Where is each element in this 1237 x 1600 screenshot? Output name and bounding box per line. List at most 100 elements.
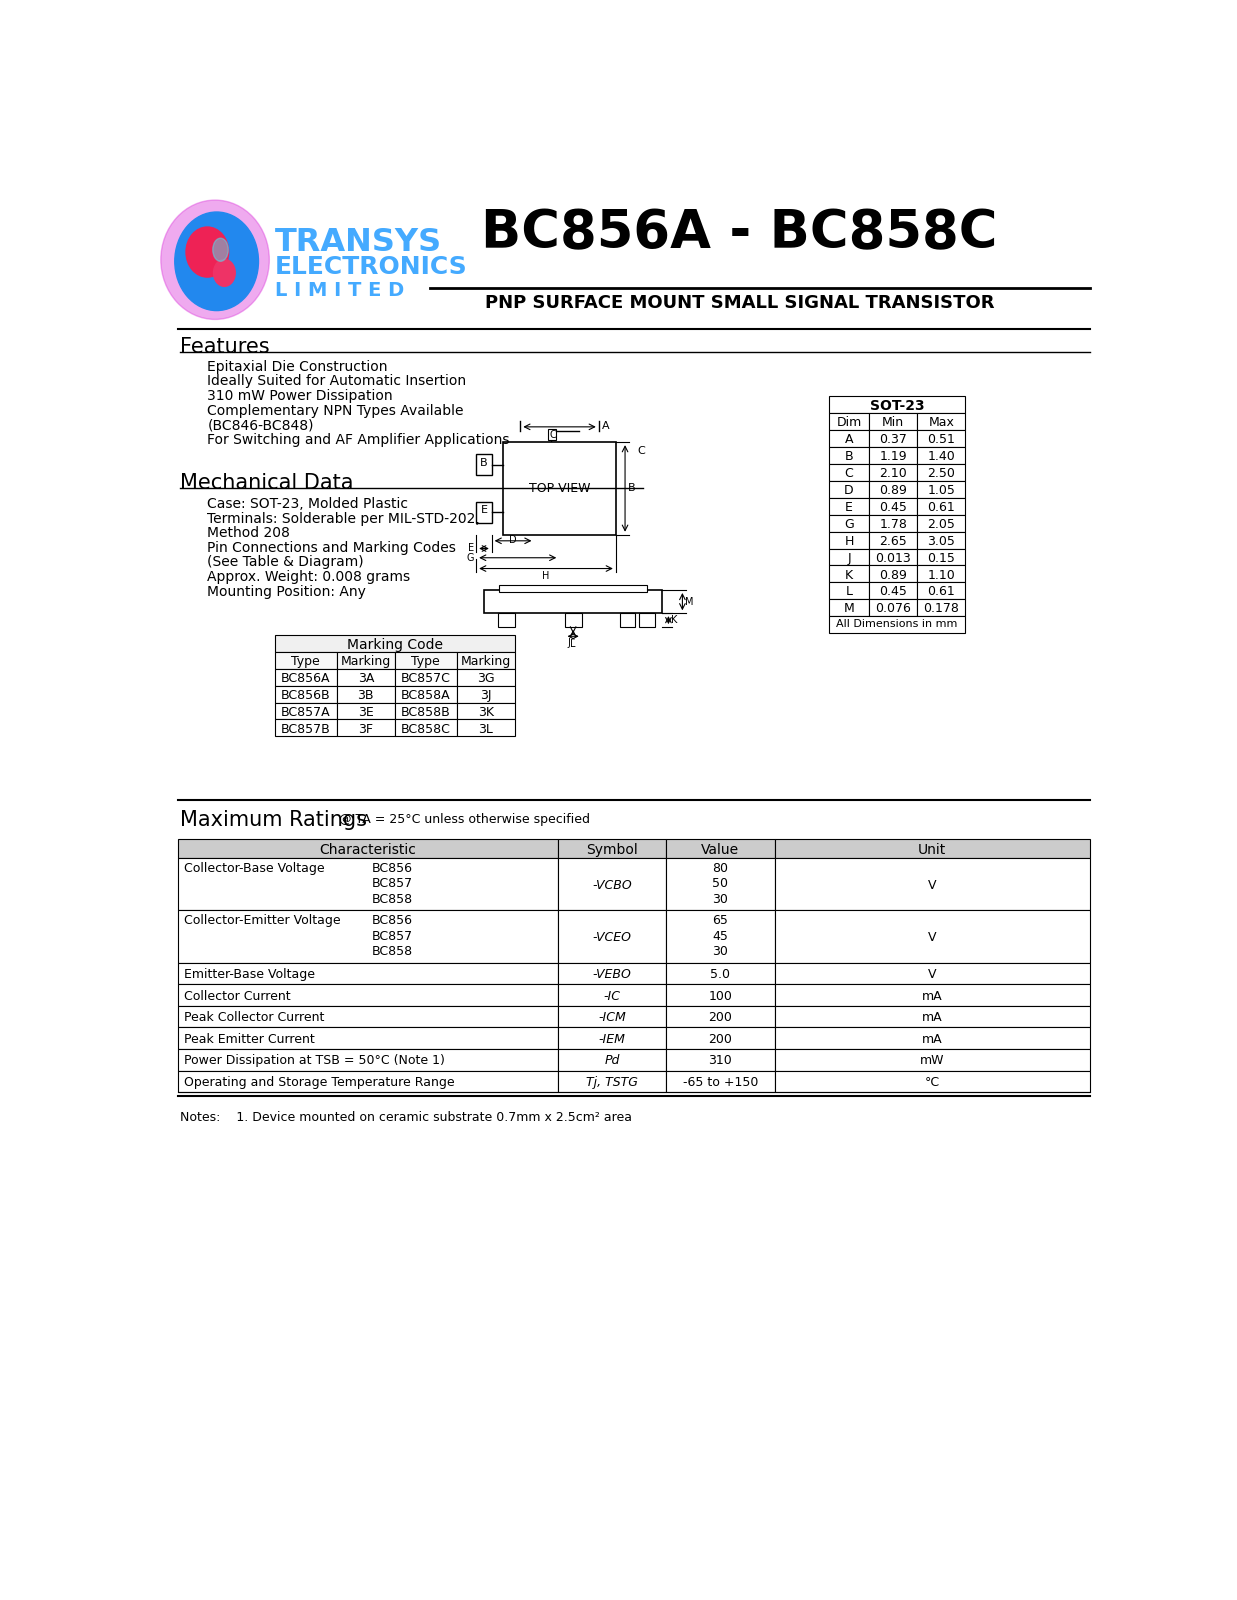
Text: SOT-23: SOT-23 (870, 398, 924, 413)
Bar (917, 430, 965, 446)
Bar (667, 1050, 774, 1070)
Text: B: B (628, 483, 636, 493)
Bar (870, 515, 917, 531)
Text: J: J (568, 638, 570, 648)
Text: Max: Max (928, 416, 954, 429)
Ellipse shape (186, 227, 229, 277)
Text: 310: 310 (709, 1054, 732, 1067)
Text: 3F: 3F (359, 723, 374, 736)
Text: 3B: 3B (357, 688, 374, 702)
Text: Value: Value (701, 843, 740, 856)
Text: -VEBO: -VEBO (593, 968, 631, 981)
Bar (336, 702, 395, 720)
Bar (395, 651, 456, 669)
Bar (275, 669, 336, 685)
Bar (829, 582, 870, 600)
Bar (275, 702, 336, 720)
Text: Pin Connections and Marking Codes: Pin Connections and Marking Codes (208, 541, 456, 555)
Bar (178, 838, 558, 858)
Text: C: C (637, 446, 646, 456)
Text: 30: 30 (713, 946, 729, 958)
Text: 3J: 3J (480, 688, 491, 702)
Bar (476, 454, 492, 475)
Ellipse shape (161, 200, 270, 320)
Text: BC857C: BC857C (401, 672, 450, 685)
Text: -VCEO: -VCEO (593, 931, 631, 944)
Text: °C: °C (925, 1075, 940, 1090)
Bar (870, 413, 917, 430)
Text: 310 mW Power Dissipation: 310 mW Power Dissipation (208, 389, 393, 403)
Bar (558, 1027, 667, 1050)
Bar (395, 669, 456, 685)
Text: BC857A: BC857A (281, 706, 330, 718)
Bar (829, 515, 870, 531)
Text: -VCBO: -VCBO (593, 878, 632, 891)
Text: BC856A - BC858C: BC856A - BC858C (481, 208, 998, 259)
Bar (829, 498, 870, 515)
Text: 2.10: 2.10 (880, 467, 907, 480)
Bar (774, 1006, 1090, 1027)
Bar (774, 963, 1090, 984)
Text: Mounting Position: Any: Mounting Position: Any (208, 584, 366, 598)
Text: Peak Collector Current: Peak Collector Current (184, 1011, 324, 1024)
Text: 1.78: 1.78 (880, 518, 907, 531)
Text: Mechanical Data: Mechanical Data (181, 474, 354, 493)
Bar (178, 1070, 558, 1093)
Bar (829, 531, 870, 549)
Bar (870, 480, 917, 498)
Text: V: V (928, 968, 936, 981)
Text: G: G (844, 518, 854, 531)
Text: Min: Min (882, 416, 904, 429)
Text: K: K (845, 568, 854, 581)
Bar (870, 446, 917, 464)
Text: Characteristic: Characteristic (319, 843, 416, 856)
Bar (336, 651, 395, 669)
Text: 5.0: 5.0 (710, 968, 730, 981)
Bar (456, 685, 515, 702)
Text: L: L (570, 638, 576, 648)
Text: 80: 80 (713, 862, 729, 875)
Text: 3L: 3L (479, 723, 494, 736)
Text: mA: mA (922, 1034, 943, 1046)
Text: K: K (670, 614, 677, 626)
Bar (456, 669, 515, 685)
Bar (774, 1050, 1090, 1070)
Text: Peak Emitter Current: Peak Emitter Current (184, 1034, 315, 1046)
Bar (336, 685, 395, 702)
Text: -IEM: -IEM (599, 1034, 626, 1046)
Bar (870, 600, 917, 616)
Text: 0.61: 0.61 (928, 501, 955, 514)
Bar (503, 442, 616, 534)
Text: Approx. Weight: 0.008 grams: Approx. Weight: 0.008 grams (208, 570, 411, 584)
Bar (620, 613, 635, 627)
Text: TOP VIEW: TOP VIEW (528, 482, 590, 494)
Bar (829, 616, 965, 634)
Text: mA: mA (922, 1011, 943, 1024)
Text: Case: SOT-23, Molded Plastic: Case: SOT-23, Molded Plastic (208, 498, 408, 510)
Bar (870, 549, 917, 565)
Text: M: M (685, 597, 693, 606)
Text: D: D (510, 534, 517, 544)
Text: L: L (846, 586, 852, 598)
Text: Emitter-Base Voltage: Emitter-Base Voltage (184, 968, 315, 981)
Bar (558, 984, 667, 1006)
Text: Terminals: Solderable per MIL-STD-202,: Terminals: Solderable per MIL-STD-202, (208, 512, 480, 525)
Text: 0.51: 0.51 (928, 434, 955, 446)
Bar (558, 1006, 667, 1027)
Bar (870, 498, 917, 515)
Text: Marking: Marking (340, 654, 391, 667)
Text: H: H (845, 534, 854, 547)
Bar (829, 397, 965, 413)
Text: 3A: 3A (357, 672, 374, 685)
Text: A: A (601, 421, 610, 430)
Bar (395, 702, 456, 720)
Text: Epitaxial Die Construction: Epitaxial Die Construction (208, 360, 388, 374)
Bar (336, 669, 395, 685)
Text: -65 to +150: -65 to +150 (683, 1075, 758, 1090)
Text: 3G: 3G (477, 672, 495, 685)
Text: All Dimensions in mm: All Dimensions in mm (836, 619, 957, 629)
Text: BC858A: BC858A (401, 688, 450, 702)
Text: Operating and Storage Temperature Range: Operating and Storage Temperature Range (184, 1075, 455, 1090)
Text: @ TA = 25°C unless otherwise specified: @ TA = 25°C unless otherwise specified (339, 813, 590, 826)
Text: L I M I T E D: L I M I T E D (275, 280, 404, 299)
